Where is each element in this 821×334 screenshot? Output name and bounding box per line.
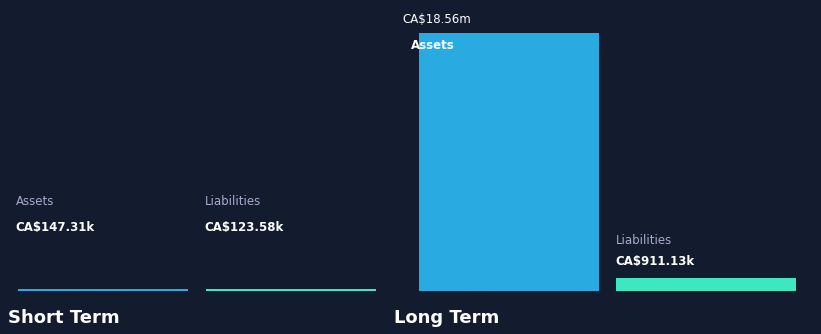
Bar (616, 278, 796, 291)
Text: Liabilities: Liabilities (616, 234, 672, 247)
Text: CA$18.56m: CA$18.56m (402, 13, 471, 26)
Text: CA$123.58k: CA$123.58k (204, 221, 284, 234)
Text: Assets: Assets (16, 195, 54, 208)
Text: CA$911.13k: CA$911.13k (616, 255, 695, 268)
Bar (207, 289, 377, 291)
Text: Long Term: Long Term (394, 309, 499, 327)
Text: CA$147.31k: CA$147.31k (16, 221, 95, 234)
Text: Short Term: Short Term (8, 309, 120, 327)
Text: Liabilities: Liabilities (204, 195, 261, 208)
Text: Assets: Assets (410, 38, 454, 51)
Bar (419, 33, 599, 291)
Bar (18, 289, 188, 291)
